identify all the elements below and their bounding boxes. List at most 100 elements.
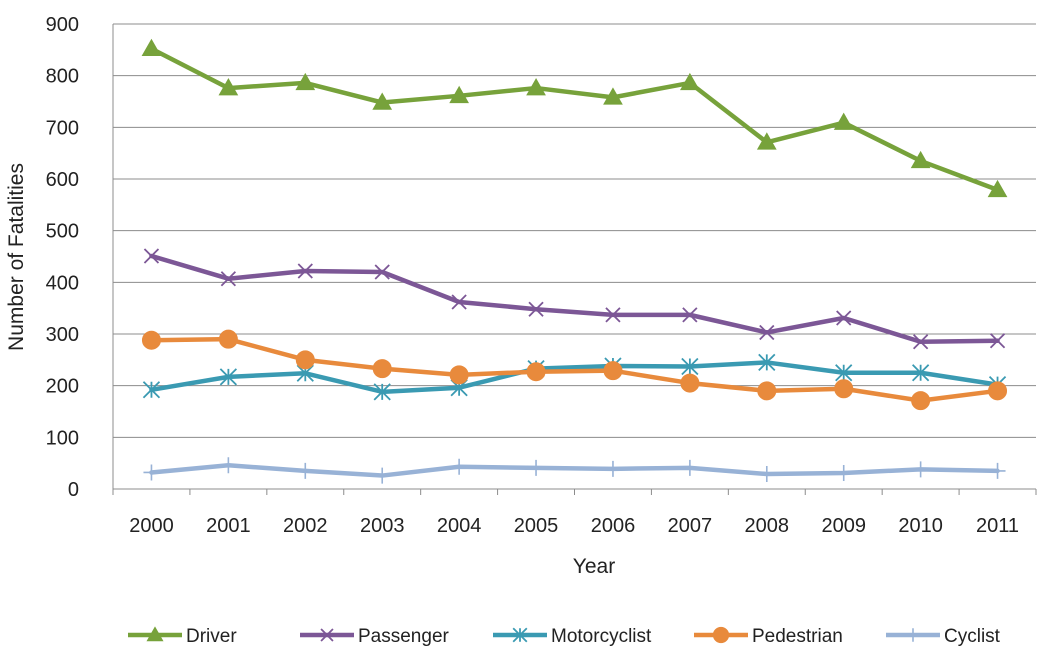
point-pedestrian (295, 350, 315, 370)
point-pedestrian (757, 381, 777, 401)
point-cyclist (989, 462, 1006, 479)
series-lines (149, 46, 1000, 478)
point-passenger (374, 264, 390, 280)
point-driver (756, 132, 777, 150)
point-pedestrian (141, 330, 161, 350)
legend-label-driver: Driver (186, 626, 237, 647)
point-driver (218, 78, 239, 96)
point-cyclist (835, 464, 852, 481)
point-pedestrian (526, 362, 546, 382)
point-pedestrian (834, 379, 854, 399)
series-line-motorcyclist (149, 360, 1000, 395)
point-cyclist (220, 457, 237, 474)
x-tick-label: 2009 (821, 515, 866, 537)
point-passenger (451, 294, 467, 310)
x-tick-label: 2004 (437, 515, 482, 537)
point-cyclist (374, 467, 391, 484)
point-passenger (836, 310, 852, 326)
point-passenger (682, 307, 698, 323)
x-tick-label: 2008 (745, 515, 790, 537)
x-tick-label: 2005 (514, 515, 559, 537)
y-tick-label: 700 (46, 117, 79, 139)
point-cyclist (528, 459, 545, 476)
point-pedestrian (449, 365, 469, 385)
point-pedestrian (988, 381, 1008, 401)
point-driver (526, 78, 546, 96)
legend-label-cyclist: Cyclist (944, 626, 1001, 647)
legend-item-cyclist: Cyclist (886, 626, 1001, 647)
legend-marker-driver (146, 626, 164, 642)
legend-item-pedestrian: Pedestrian (694, 626, 843, 647)
point-passenger (759, 324, 775, 341)
series-line-pedestrian (149, 336, 1000, 403)
legend-marker-pedestrian (712, 626, 730, 644)
point-cyclist (604, 460, 621, 477)
point-motorcyclist (681, 357, 699, 376)
legend-item-driver: Driver (128, 626, 237, 647)
point-cyclist (681, 459, 698, 476)
y-tick-label: 200 (46, 376, 79, 398)
legend-label-motorcyclist: Motorcyclist (551, 626, 652, 647)
point-motorcyclist (835, 364, 853, 382)
point-motorcyclist (219, 368, 238, 386)
x-axis-title: Year (573, 555, 615, 578)
point-pedestrian (218, 329, 238, 349)
point-passenger (912, 334, 929, 350)
y-tick-label: 0 (68, 479, 79, 501)
y-tick-label: 500 (46, 221, 79, 243)
point-passenger (528, 301, 544, 317)
x-tick-label: 2002 (283, 515, 328, 537)
y-axis-title: Number of Fatalities (5, 163, 28, 351)
axes: 0 100 200 300 400 500 600 700 800 900 2000 2001 2002… (46, 14, 1037, 537)
point-passenger (220, 271, 237, 287)
point-driver (141, 38, 162, 57)
point-passenger (605, 307, 621, 323)
point-cyclist (912, 461, 929, 478)
x-tick-label: 2010 (898, 515, 943, 537)
point-driver (833, 112, 854, 130)
point-driver (295, 72, 316, 91)
series-line-driver (149, 46, 1000, 193)
legend-item-passenger: Passenger (300, 626, 450, 647)
point-cyclist (451, 458, 468, 475)
y-tick-label: 400 (46, 272, 79, 294)
x-tick-label: 2000 (129, 515, 174, 537)
point-driver (449, 85, 469, 104)
series-line-cyclist (149, 462, 1000, 478)
point-driver (603, 87, 623, 105)
x-tick-label: 2001 (206, 515, 251, 537)
y-tick-label: 600 (46, 169, 79, 191)
y-tick-label: 100 (46, 427, 79, 449)
gridlines (113, 23, 1036, 438)
point-cyclist (758, 466, 775, 483)
point-motorcyclist (373, 383, 391, 401)
legend-label-passenger: Passenger (358, 626, 450, 647)
series-line-passenger (149, 253, 1000, 344)
x-tick-label: 2003 (360, 515, 405, 537)
x-tick-label: 2007 (668, 515, 713, 537)
legend-marker-motorcyclist (512, 627, 528, 643)
series-markers (141, 38, 1008, 484)
legend-item-motorcyclist: Motorcyclist (493, 626, 652, 647)
point-pedestrian (680, 373, 700, 393)
legend: Driver Passenger Motorcyclist Pedestrian Cyc… (128, 626, 1001, 647)
point-driver (680, 72, 700, 91)
x-tick-label: 2011 (976, 515, 1019, 537)
legend-label-pedestrian: Pedestrian (752, 626, 843, 647)
point-pedestrian (911, 391, 931, 411)
point-pedestrian (603, 361, 623, 381)
point-passenger (989, 333, 1006, 349)
legend-marker-passenger (320, 628, 334, 642)
point-pedestrian (372, 359, 392, 379)
point-driver (987, 179, 1008, 198)
y-tick-label: 900 (46, 14, 79, 36)
point-passenger (143, 248, 160, 264)
point-motorcyclist (911, 364, 930, 382)
y-tick-label: 800 (46, 66, 79, 88)
point-cyclist (143, 464, 160, 481)
point-driver (372, 92, 393, 110)
y-tick-label: 300 (46, 324, 79, 346)
point-motorcyclist (142, 381, 161, 399)
